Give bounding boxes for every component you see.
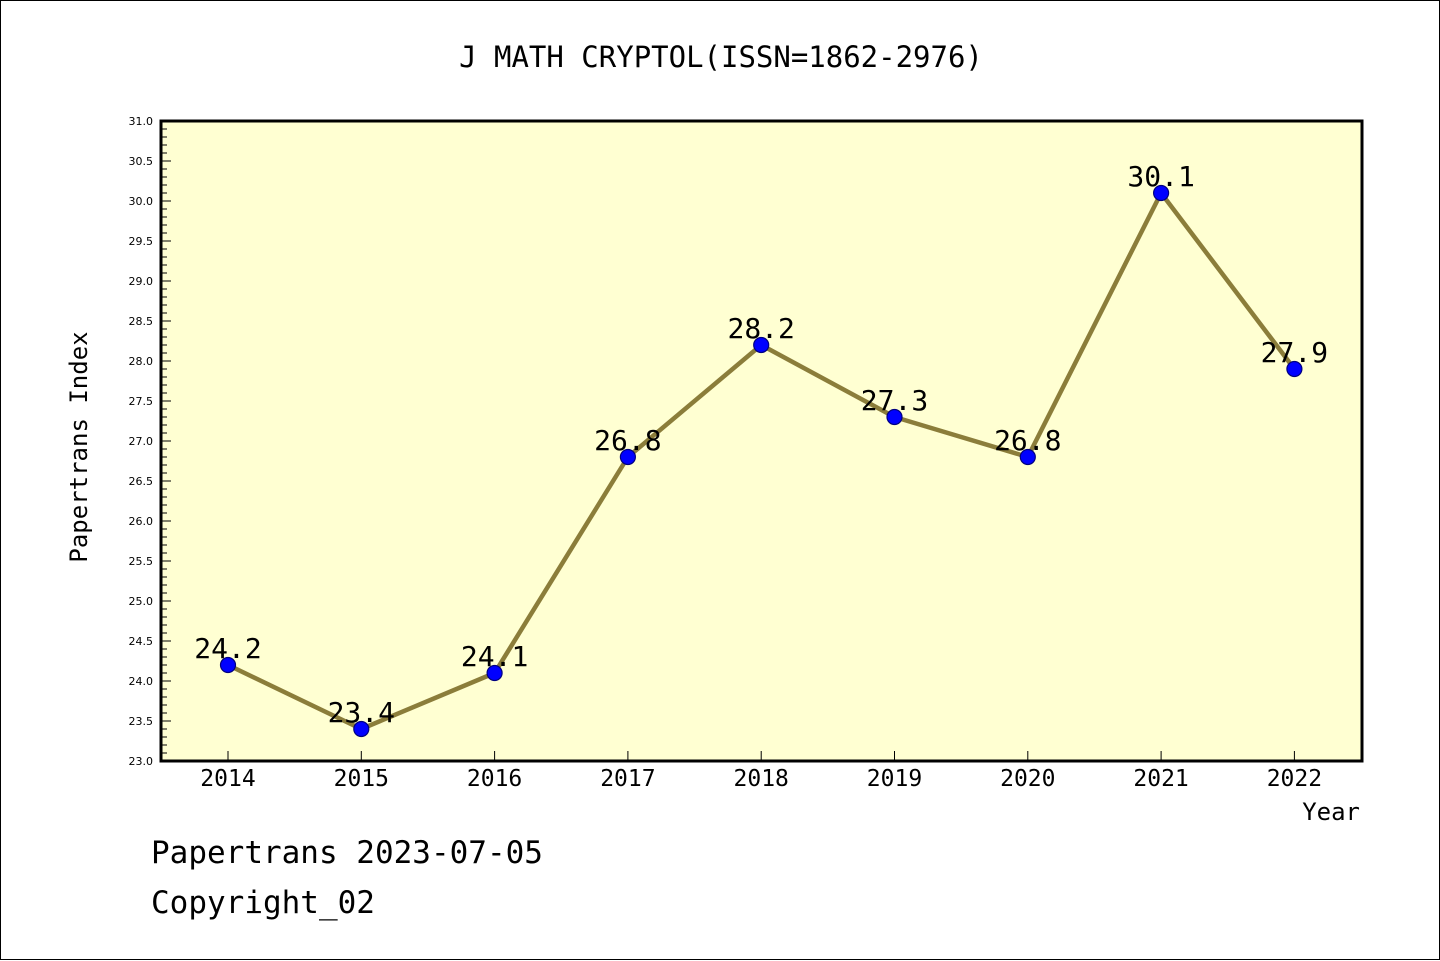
data-point bbox=[1019, 448, 1036, 466]
data-labels: 24.2 23.4 24.1 26.8 28.2 27.3 26.8 30.1 27.9 bbox=[194, 160, 1328, 729]
data-point bbox=[886, 408, 903, 426]
y-tick-label: 24.0 bbox=[129, 675, 154, 688]
x-tick-label: 2018 bbox=[734, 766, 789, 792]
y-tick-label: 25.5 bbox=[129, 555, 154, 568]
y-tick-label: 29.0 bbox=[129, 275, 154, 288]
y-axis: 23.0 23.5 24.0 24.5 25.0 25.5 26.0 26.5 27.0 27.5… bbox=[129, 115, 171, 768]
x-tick-label: 2014 bbox=[200, 766, 255, 792]
data-label: 24.1 bbox=[461, 640, 528, 673]
data-points bbox=[219, 184, 1303, 738]
data-point bbox=[753, 336, 770, 354]
data-label: 26.8 bbox=[594, 424, 661, 457]
data-label: 26.8 bbox=[994, 424, 1061, 457]
data-label: 27.9 bbox=[1261, 336, 1328, 369]
y-tick-label: 31.0 bbox=[129, 115, 154, 128]
x-tick-label: 2021 bbox=[1133, 766, 1188, 792]
data-point bbox=[486, 664, 503, 682]
y-tick-label: 26.5 bbox=[129, 475, 154, 488]
y-tick-label: 26.0 bbox=[129, 515, 154, 528]
data-label: 23.4 bbox=[328, 696, 395, 729]
y-tick-label: 28.5 bbox=[129, 315, 154, 328]
data-point bbox=[353, 720, 370, 738]
y-tick-label: 29.5 bbox=[129, 235, 154, 248]
x-tick-label: 2017 bbox=[600, 766, 655, 792]
x-axis-title: Year bbox=[1302, 798, 1360, 826]
x-axis: 2014 2015 2016 2017 2018 2019 2020 2021 2022 bbox=[200, 751, 1322, 792]
footer-date: Papertrans 2023-07-05 bbox=[151, 835, 543, 871]
y-axis-title: Papertrans Index bbox=[65, 331, 93, 562]
y-tick-label: 27.0 bbox=[129, 435, 154, 448]
chart-title: J MATH CRYPTOL(ISSN=1862-2976) bbox=[459, 40, 983, 74]
data-label: 27.3 bbox=[861, 384, 928, 417]
data-point bbox=[619, 448, 637, 466]
footer-copyright: Copyright_02 bbox=[151, 885, 375, 921]
x-tick-label: 2016 bbox=[467, 766, 522, 792]
x-tick-label: 2020 bbox=[1000, 766, 1055, 792]
data-point bbox=[1152, 184, 1170, 202]
plot-area bbox=[159, 119, 1364, 763]
x-tick-label: 2019 bbox=[867, 766, 922, 792]
data-label: 24.2 bbox=[194, 632, 261, 665]
data-label: 28.2 bbox=[727, 312, 794, 345]
data-label: 30.1 bbox=[1127, 160, 1194, 193]
y-tick-label: 23.0 bbox=[129, 755, 154, 768]
x-tick-label: 2022 bbox=[1267, 766, 1322, 792]
data-point bbox=[219, 656, 237, 674]
y-tick-label: 30.5 bbox=[129, 155, 154, 168]
y-tick-label: 25.0 bbox=[129, 595, 154, 608]
y-tick-label: 28.0 bbox=[129, 355, 154, 368]
y-tick-label: 30.0 bbox=[129, 195, 154, 208]
data-point bbox=[1286, 360, 1303, 378]
y-tick-label: 27.5 bbox=[129, 395, 154, 408]
y-tick-label: 24.5 bbox=[129, 635, 154, 648]
y-tick-label: 23.5 bbox=[129, 715, 154, 728]
x-tick-label: 2015 bbox=[334, 766, 389, 792]
